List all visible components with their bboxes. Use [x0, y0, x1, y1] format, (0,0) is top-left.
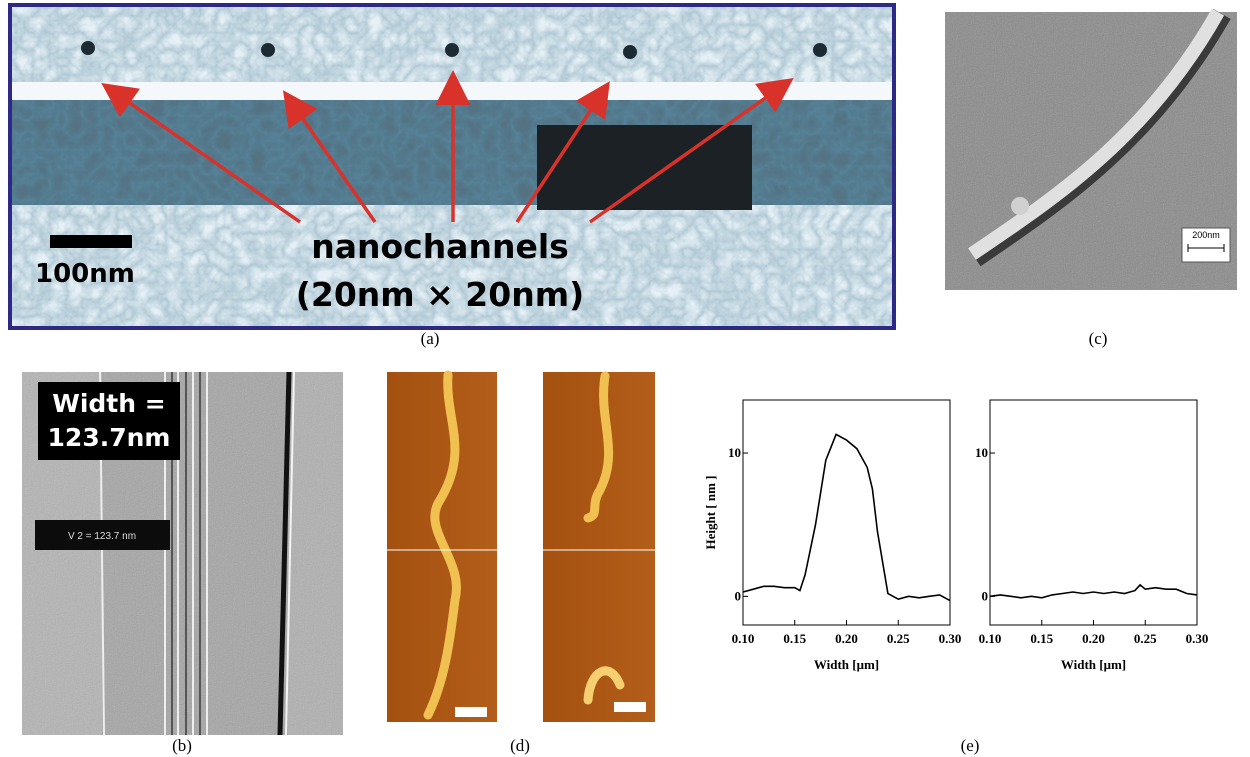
measure-label: V 2 = 123.7 nm — [68, 531, 136, 542]
x-tick-label: 0.20 — [835, 631, 858, 646]
panel-label: (c) — [1089, 329, 1108, 348]
x-tick-label: 0.30 — [1186, 631, 1209, 646]
panel-label: (a) — [421, 329, 440, 348]
panel-a: 100nm nanochannels (20nm × 20nm) (a) — [10, 5, 894, 348]
panel-b: Width = 123.7nm V 2 = 123.7 nm (b) — [22, 372, 343, 755]
scale-bar — [614, 702, 646, 712]
x-tick-label: 0.10 — [979, 631, 1002, 646]
scale-bar — [50, 235, 132, 248]
data-line — [743, 434, 950, 600]
panel-label: (e) — [961, 736, 980, 755]
y-tick-label: 0 — [982, 588, 989, 603]
x-axis-label: Width [μm] — [1061, 657, 1126, 672]
annotation: nanochannels — [311, 227, 569, 266]
x-tick-label: 0.25 — [1134, 631, 1157, 646]
panel-d: (d) — [387, 372, 655, 755]
panel-label: (b) — [172, 736, 192, 755]
scale-label: 200nm — [1192, 230, 1220, 240]
annotation: 123.7nm — [48, 423, 171, 452]
x-tick-label: 0.10 — [732, 631, 755, 646]
annotation: Width = — [52, 389, 165, 418]
x-axis-label: Width [μm] — [814, 657, 879, 672]
x-tick-label: 0.20 — [1082, 631, 1105, 646]
plot-frame — [743, 400, 950, 625]
y-tick-label: 0 — [735, 588, 742, 603]
panel-c: 200nm (c) — [945, 12, 1237, 348]
annotation: (20nm × 20nm) — [296, 275, 584, 314]
x-tick-label: 0.25 — [887, 631, 910, 646]
y-axis-label: Height [ nm ] — [703, 475, 718, 549]
figure: 100nm nanochannels (20nm × 20nm) (a) 200… — [0, 0, 1250, 757]
x-tick-label: 0.15 — [1030, 631, 1053, 646]
y-tick-label: 10 — [975, 445, 988, 460]
x-tick-label: 0.30 — [939, 631, 962, 646]
particle — [1011, 197, 1029, 215]
y-tick-label: 10 — [728, 445, 741, 460]
x-tick-label: 0.15 — [783, 631, 806, 646]
data-line — [990, 585, 1197, 598]
panel-label: (d) — [510, 736, 530, 755]
scale-bar — [455, 707, 487, 717]
scale-label: 100nm — [35, 259, 135, 289]
measure-box — [537, 125, 752, 210]
